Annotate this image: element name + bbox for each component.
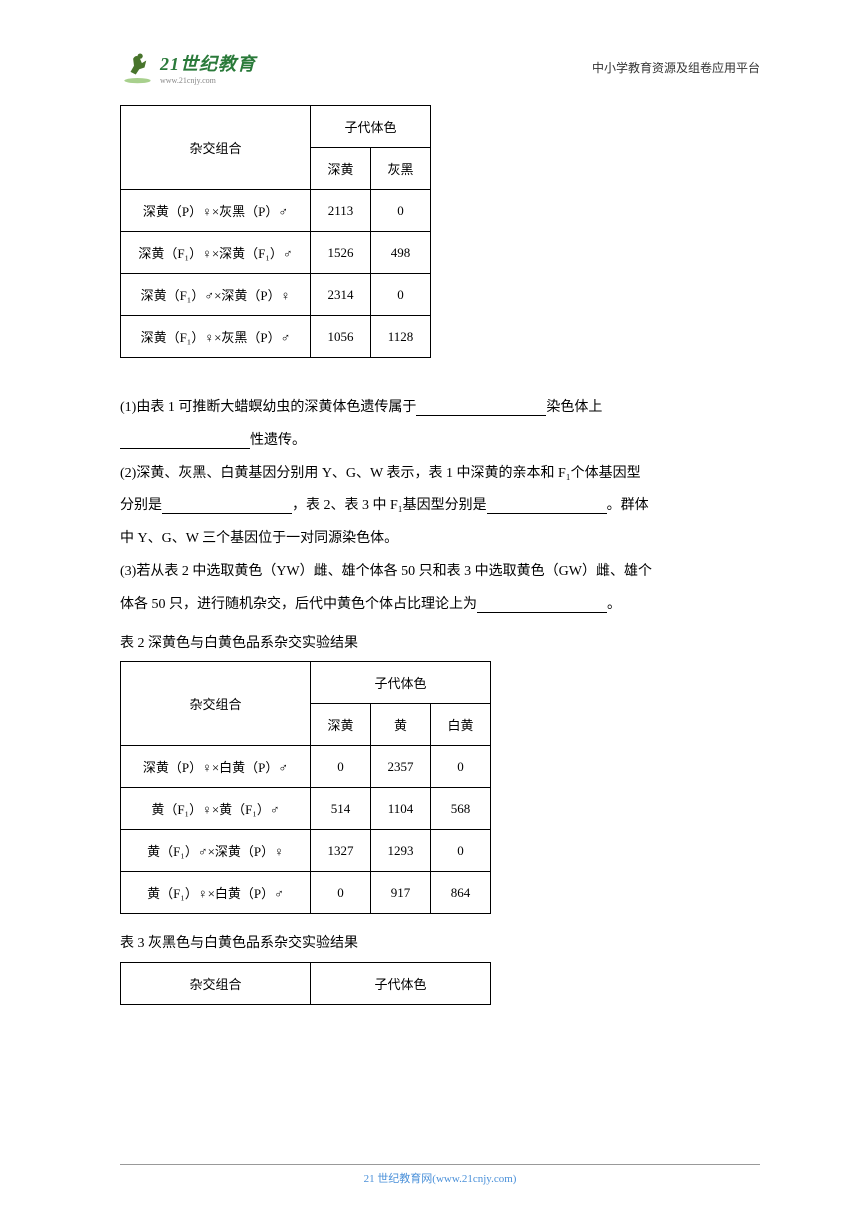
- table-3: 杂交组合 子代体色: [120, 962, 491, 1005]
- page-footer: 21 世纪教育网(www.21cnjy.com): [0, 1164, 860, 1186]
- table-2: 杂交组合 子代体色 深黄 黄 白黄 深黄（P）♀×白黄（P）♂ 0 2357 0…: [120, 661, 491, 914]
- question-3: (3)若从表 2 中选取黄色（YW）雌、雄个体各 50 只和表 3 中选取黄色（…: [120, 557, 760, 588]
- table3-header-offspring: 子代体色: [311, 963, 491, 1005]
- table2-caption: 表 2 深黄色与白黄色品系杂交实验结果: [120, 629, 760, 660]
- blank-field[interactable]: [416, 400, 546, 416]
- cross-cell: 黄（F₁）♀×白黄（P）♂: [121, 872, 311, 914]
- cross-cell: 深黄（F₁）♂×深黄（P）♀: [121, 274, 311, 316]
- table1-header-offspring: 子代体色: [311, 106, 431, 148]
- question-1-line2: 性遗传。: [120, 426, 760, 457]
- value-cell: 1056: [311, 316, 371, 358]
- value-cell: 917: [371, 872, 431, 914]
- table-row: 深黄（F₁）♀×灰黑（P）♂ 1056 1128: [121, 316, 431, 358]
- table2-col1: 深黄: [311, 704, 371, 746]
- value-cell: 864: [431, 872, 491, 914]
- cross-cell: 黄（F₁）♀×黄（F₁）♂: [121, 788, 311, 830]
- footer-line: 21 世纪教育网(www.21cnjy.com): [120, 1164, 760, 1186]
- footer-text: 21 世纪教育网(www.21cnjy.com): [364, 1173, 517, 1185]
- value-cell: 1104: [371, 788, 431, 830]
- value-cell: 0: [311, 746, 371, 788]
- logo-sub-text: www.21cnjy.com: [160, 76, 256, 85]
- table-row: 黄（F₁）♂×深黄（P）♀ 1327 1293 0: [121, 830, 491, 872]
- question-content: (1)由表 1 可推断大蜡螟幼虫的深黄体色遗传属于染色体上 性遗传。 (2)深黄…: [120, 393, 760, 659]
- table2-header-offspring: 子代体色: [311, 662, 491, 704]
- table1-header-cross: 杂交组合: [121, 106, 311, 190]
- cross-cell: 深黄（F₁）♀×深黄（F₁）♂: [121, 232, 311, 274]
- value-cell: 1128: [371, 316, 431, 358]
- table3-header-cross: 杂交组合: [121, 963, 311, 1005]
- table-1: 杂交组合 子代体色 深黄 灰黑 深黄（P）♀×灰黑（P）♂ 2113 0 深黄（…: [120, 105, 431, 358]
- table2-header-cross: 杂交组合: [121, 662, 311, 746]
- header-right-text: 中小学教育资源及组卷应用平台: [592, 59, 760, 76]
- table1-col2: 灰黑: [371, 148, 431, 190]
- value-cell: 0: [431, 830, 491, 872]
- blank-field[interactable]: [162, 498, 292, 514]
- logo: 21世纪教育 www.21cnjy.com: [120, 50, 256, 85]
- value-cell: 0: [371, 274, 431, 316]
- question-3-line2: 体各 50 只，进行随机杂交，后代中黄色个体占比理论上为。: [120, 590, 760, 621]
- value-cell: 2357: [371, 746, 431, 788]
- value-cell: 1293: [371, 830, 431, 872]
- table-row: 深黄（F₁）♀×深黄（F₁）♂ 1526 498: [121, 232, 431, 274]
- blank-field[interactable]: [120, 433, 250, 449]
- table-row: 深黄（F₁）♂×深黄（P）♀ 2314 0: [121, 274, 431, 316]
- question-2-line2: 分别是，表 2、表 3 中 F₁基因型分别是。群体: [120, 491, 760, 522]
- table-row: 黄（F₁）♀×黄（F₁）♂ 514 1104 568: [121, 788, 491, 830]
- cross-cell: 黄（F₁）♂×深黄（P）♀: [121, 830, 311, 872]
- table1-col1: 深黄: [311, 148, 371, 190]
- table-row: 黄（F₁）♀×白黄（P）♂ 0 917 864: [121, 872, 491, 914]
- value-cell: 0: [311, 872, 371, 914]
- page-header: 21世纪教育 www.21cnjy.com 中小学教育资源及组卷应用平台: [120, 50, 760, 85]
- question-2-line3: 中 Y、G、W 三个基因位于一对同源染色体。: [120, 524, 760, 555]
- cross-cell: 深黄（P）♀×灰黑（P）♂: [121, 190, 311, 232]
- runner-icon: [120, 50, 155, 85]
- table2-col2: 黄: [371, 704, 431, 746]
- table3-section: 表 3 灰黑色与白黄色品系杂交实验结果: [120, 929, 760, 960]
- question-1: (1)由表 1 可推断大蜡螟幼虫的深黄体色遗传属于染色体上: [120, 393, 760, 424]
- logo-main-text: 21世纪教育: [160, 50, 256, 76]
- question-2: (2)深黄、灰黑、白黄基因分别用 Y、G、W 表示，表 1 中深黄的亲本和 F₁…: [120, 459, 760, 490]
- value-cell: 1526: [311, 232, 371, 274]
- value-cell: 498: [371, 232, 431, 274]
- table2-col3: 白黄: [431, 704, 491, 746]
- value-cell: 0: [371, 190, 431, 232]
- value-cell: 0: [431, 746, 491, 788]
- value-cell: 568: [431, 788, 491, 830]
- table-row: 深黄（P）♀×白黄（P）♂ 0 2357 0: [121, 746, 491, 788]
- table-row: 深黄（P）♀×灰黑（P）♂ 2113 0: [121, 190, 431, 232]
- blank-field[interactable]: [487, 498, 607, 514]
- value-cell: 2113: [311, 190, 371, 232]
- cross-cell: 深黄（F₁）♀×灰黑（P）♂: [121, 316, 311, 358]
- logo-text: 21世纪教育 www.21cnjy.com: [160, 50, 256, 85]
- cross-cell: 深黄（P）♀×白黄（P）♂: [121, 746, 311, 788]
- value-cell: 2314: [311, 274, 371, 316]
- table3-caption: 表 3 灰黑色与白黄色品系杂交实验结果: [120, 929, 760, 960]
- value-cell: 1327: [311, 830, 371, 872]
- value-cell: 514: [311, 788, 371, 830]
- blank-field[interactable]: [477, 597, 607, 613]
